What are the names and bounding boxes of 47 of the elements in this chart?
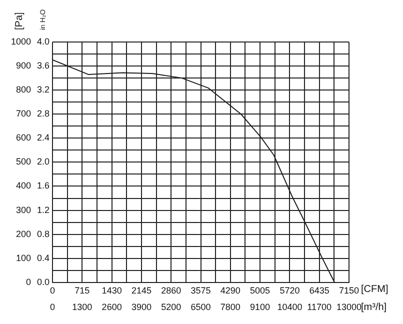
y2-tick-label: 1.6: [37, 180, 50, 191]
x2-tick-label: 5200: [161, 302, 182, 312]
y2-tick-label: 3.2: [37, 84, 50, 95]
y2-tick-label: 4.0: [37, 36, 50, 46]
y2-tick-label: 2.4: [37, 132, 50, 143]
y-tick-label: 200: [16, 228, 32, 239]
x2-tick-label: 3900: [131, 302, 152, 312]
x-tick-label: 1430: [102, 285, 122, 296]
y2-tick-label: 1.2: [37, 204, 50, 215]
y2-tick-label: 0.8: [37, 228, 50, 239]
y2-tick-label: 0.0: [37, 276, 50, 287]
x-tick-label: 6435: [309, 285, 330, 296]
x-tick-label: 2860: [161, 285, 182, 296]
y-tick-label: 0: [26, 276, 32, 287]
y2-tick-label: 3.6: [37, 60, 50, 71]
y-tick-label: 500: [16, 156, 32, 167]
x-tick-label: 7150: [338, 285, 360, 296]
x-tick-label: 4290: [220, 285, 240, 296]
x2-tick-label: 2600: [102, 302, 122, 312]
x2-tick-label: 13000: [336, 302, 362, 312]
y-axis-title: [Pa]: [14, 12, 25, 30]
y-tick-label: 400: [16, 180, 32, 191]
y2-tick-label: 2.8: [37, 108, 50, 119]
y-tick-label: 1000: [10, 36, 32, 46]
y-tick-label: 300: [16, 204, 32, 215]
x2-tick-label: 9100: [250, 302, 270, 312]
x2-tick-label: 6500: [190, 302, 211, 312]
x-tick-label: 0: [50, 285, 56, 296]
y-tick-label: 900: [16, 60, 32, 71]
x2-tick-label: 10400: [277, 302, 302, 312]
x2-tick-label: 1300: [72, 302, 92, 312]
x-tick-label: 715: [74, 285, 90, 296]
y-tick-label: 600: [16, 132, 32, 143]
y-tick-label: 800: [16, 84, 32, 95]
y2-tick-label: 2.0: [37, 156, 50, 167]
x-axis-title: [CFM]: [361, 284, 388, 296]
x-tick-label: 5720: [280, 285, 300, 296]
x-tick-label: 2145: [131, 285, 152, 296]
y-tick-label: 100: [16, 252, 32, 263]
x2-tick-label: 7800: [220, 302, 240, 312]
x-tick-label: 3575: [190, 285, 211, 296]
y-tick-label: 700: [16, 108, 32, 119]
x2-axis-title: [m³/h]: [361, 302, 387, 313]
x2-tick-label: 0: [50, 302, 56, 312]
x2-tick-label: 11700: [307, 302, 332, 312]
y2-tick-label: 0.4: [37, 252, 50, 263]
x-tick-label: 5005: [250, 285, 270, 296]
